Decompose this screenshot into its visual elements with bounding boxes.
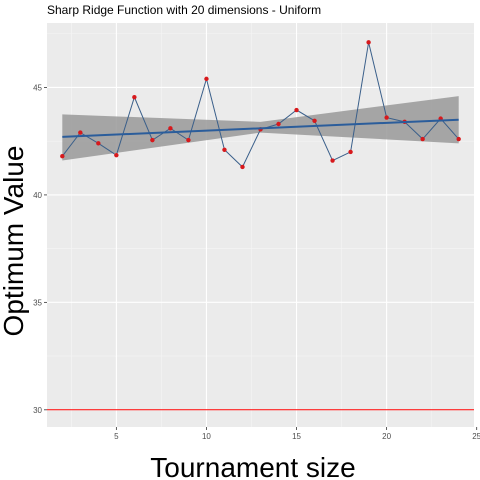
x-tick-label: 15: [292, 432, 301, 441]
data-point: [330, 158, 335, 163]
plot-panel: [47, 23, 474, 427]
x-axis-label: Tournament size: [150, 452, 355, 480]
data-point: [366, 40, 371, 45]
y-tick-label: 30: [33, 406, 42, 415]
x-tick-label: 10: [202, 432, 211, 441]
chart-title: Sharp Ridge Function with 20 dimensions …: [47, 3, 321, 17]
x-tick-label: 20: [382, 432, 391, 441]
data-point: [60, 154, 65, 159]
data-point: [186, 137, 191, 143]
x-axis-ticks: 5 10 15 20 25: [114, 427, 480, 441]
trend-line: [62, 118, 459, 138]
data-point: [420, 136, 425, 142]
x-tick-label: 25: [472, 432, 480, 441]
y-tick-label: 35: [33, 298, 42, 307]
data-point: [132, 94, 137, 100]
data-point: [222, 147, 227, 152]
trend-line-group: [62, 118, 459, 138]
data-point: [150, 137, 155, 143]
data-point: [114, 152, 119, 158]
y-tick-label: 45: [33, 83, 42, 92]
y-axis-label: Optimum Value: [0, 146, 29, 337]
data-point: [96, 141, 101, 146]
data-point: [204, 76, 209, 82]
y-tick-label: 40: [33, 191, 42, 200]
data-point: [348, 149, 353, 155]
x-tick-label: 5: [114, 432, 119, 441]
data-point: [276, 121, 281, 127]
data-point: [456, 136, 461, 142]
data-point: [168, 126, 173, 131]
data-point: [384, 115, 389, 120]
grid: [47, 23, 478, 427]
data-point: [294, 107, 299, 113]
data-point: [240, 164, 245, 170]
data-point: [312, 118, 317, 123]
data-point: [78, 130, 83, 135]
y-axis-ticks: 30 35 40 45: [33, 83, 47, 415]
